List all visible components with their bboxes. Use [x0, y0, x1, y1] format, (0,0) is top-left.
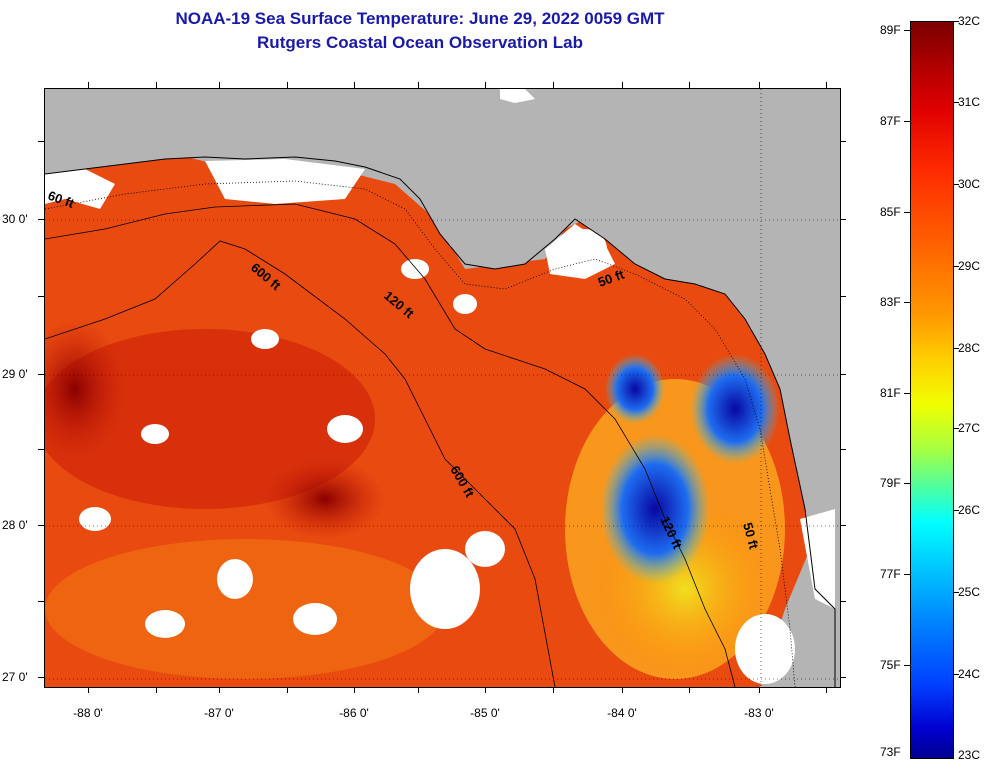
- map-title: NOAA-19 Sea Surface Temperature: June 29…: [175, 9, 665, 28]
- lat-label-28: 28 0': [2, 518, 28, 532]
- colorbar-c-25: 25C: [958, 585, 981, 599]
- colorbar-c-30: 30C: [958, 177, 981, 191]
- lon-label-84: -84 0': [607, 706, 637, 720]
- cold-water-3: [605, 354, 665, 424]
- sst-map: 60 ft 600 ft 120 ft 50 ft 600 ft 120 ft …: [44, 88, 841, 688]
- sst-map-canvas: 60 ft 600 ft 120 ft 50 ft 600 ft 120 ft …: [45, 89, 840, 687]
- cold-water-1: [600, 434, 710, 584]
- lat-label-30: 30 0': [2, 212, 28, 226]
- lon-label-85: -85 0': [470, 706, 500, 720]
- colorbar-c-23: 23C: [958, 748, 981, 762]
- colorbar-f-79: 79F: [880, 476, 901, 490]
- hot-core: [265, 459, 385, 539]
- colorbar-f-83: 83F: [880, 295, 901, 309]
- cold-water-2: [690, 354, 780, 464]
- map-subtitle: Rutgers Coastal Ocean Observation Lab: [257, 33, 583, 52]
- colorbar-c-31: 31C: [958, 95, 981, 109]
- contour-600ft: [45, 240, 556, 687]
- temperature-colorbar: [910, 21, 954, 759]
- colorbar-f-89: 89F: [880, 23, 901, 37]
- lat-label-27: 27 0': [2, 670, 28, 684]
- colorbar-c-32: 32C: [958, 14, 981, 28]
- contour-50ft: [45, 180, 796, 687]
- colorbar-f-75: 75F: [880, 658, 901, 672]
- lon-label-87: -87 0': [204, 706, 234, 720]
- hot-west: [45, 319, 125, 459]
- colorbar-f-81: 81F: [880, 386, 901, 400]
- lon-label-86: -86 0': [339, 706, 369, 720]
- colorbar-f-85: 85F: [880, 205, 901, 219]
- colorbar-f-73: 73F: [880, 745, 901, 759]
- colorbar-c-24: 24C: [958, 667, 981, 681]
- colorbar-f-87: 87F: [880, 114, 901, 128]
- lon-label-83: -83 0': [744, 706, 774, 720]
- colorbar-c-29: 29C: [958, 259, 981, 273]
- colorbar-f-77: 77F: [880, 567, 901, 581]
- colorbar-c-28: 28C: [958, 341, 981, 355]
- orange-south: [45, 539, 445, 679]
- coastline: [45, 156, 836, 687]
- colorbar-c-27: 27C: [958, 421, 981, 435]
- colorbar-c-26: 26C: [958, 503, 981, 517]
- lon-label-88: -88 0': [73, 706, 103, 720]
- contour-label-50ft-south: 50 ft: [740, 521, 762, 551]
- coastal-clouds: [45, 89, 835, 609]
- lat-label-29: 29 0': [2, 367, 28, 381]
- grid-lines: [45, 89, 840, 687]
- contour-120ft: [45, 203, 736, 687]
- land-mass: [45, 89, 840, 687]
- warm-band: [45, 329, 375, 509]
